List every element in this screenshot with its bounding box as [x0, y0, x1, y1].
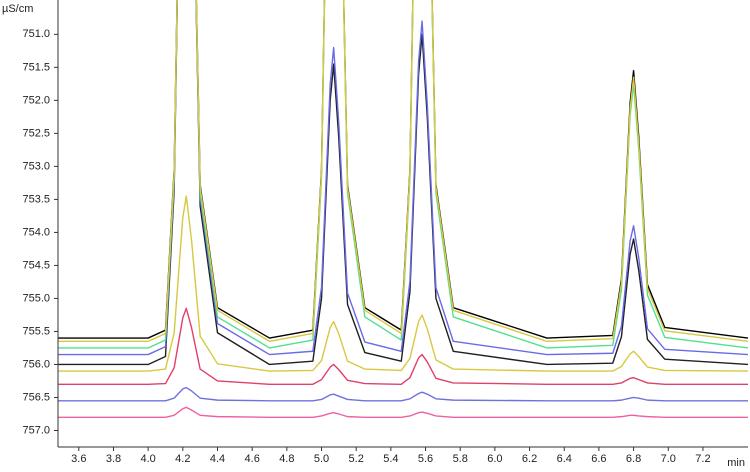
- y-tick-label: 755.0: [22, 292, 50, 304]
- y-tick-label: 752.5: [22, 127, 50, 139]
- trace: [58, 386, 748, 402]
- y-tick-label: 755.5: [22, 325, 50, 337]
- x-tick-label: 6.8: [626, 453, 641, 465]
- trace: [58, 307, 748, 385]
- trace: [58, 195, 748, 372]
- x-tick-label: 5.6: [418, 453, 433, 465]
- y-tick-label: 756.0: [22, 358, 50, 370]
- y-axis-label: µS/cm: [2, 3, 33, 15]
- x-tick-label: 5.8: [453, 453, 468, 465]
- y-tick-label: 754.0: [22, 226, 50, 238]
- trace: [58, 0, 748, 366]
- trace: [58, 0, 748, 356]
- x-tick-label: 4.4: [210, 453, 225, 465]
- plot-area: [58, 0, 748, 418]
- x-tick-label: 3.6: [71, 453, 86, 465]
- x-tick-label: 3.8: [106, 453, 121, 465]
- x-tick-label: 7.2: [695, 453, 710, 465]
- x-tick-label: 6.2: [522, 453, 537, 465]
- y-tick-label: 753.0: [22, 160, 50, 172]
- y-tick-label: 752.0: [22, 94, 50, 106]
- y-tick-label: 751.5: [22, 61, 50, 73]
- x-tick-label: 5.0: [314, 453, 329, 465]
- x-tick-label: 4.8: [279, 453, 294, 465]
- x-tick-label: 5.2: [349, 453, 364, 465]
- x-tick-label: 4.0: [141, 453, 156, 465]
- y-tick-label: 757.0: [22, 424, 50, 436]
- trace: [58, 406, 748, 418]
- x-tick-label: 7.0: [661, 453, 676, 465]
- trace: [58, 0, 748, 339]
- y-tick-label: 756.5: [22, 391, 50, 403]
- x-tick-label: 6.4: [557, 453, 572, 465]
- x-tick-label: 6.6: [591, 453, 606, 465]
- x-tick-label: 4.6: [245, 453, 260, 465]
- trace: [58, 0, 748, 343]
- x-tick-label: 5.4: [383, 453, 398, 465]
- y-tick-label: 754.5: [22, 259, 50, 271]
- x-tick-label: 6.0: [487, 453, 502, 465]
- x-axis-label: min: [727, 457, 745, 469]
- y-tick-label: 753.5: [22, 193, 50, 205]
- y-tick-label: 751.0: [22, 28, 50, 40]
- x-tick-label: 4.2: [175, 453, 190, 465]
